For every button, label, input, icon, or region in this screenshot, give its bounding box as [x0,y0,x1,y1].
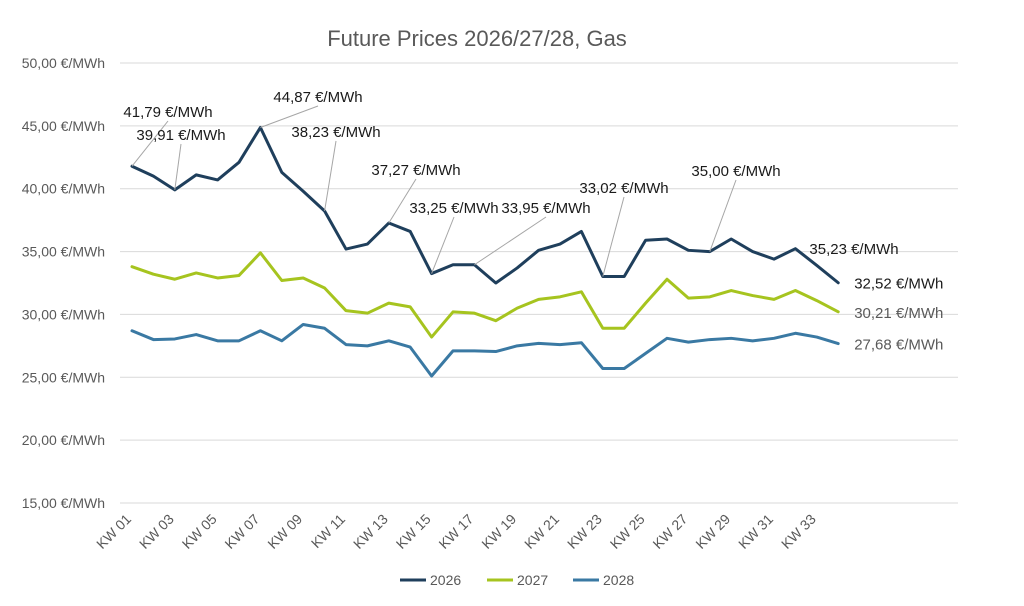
x-tick-label: KW 33 [778,511,819,552]
x-tick-label: KW 15 [393,511,434,552]
annotation-leader [602,196,625,277]
y-tick-label: 40,00 €/MWh [22,181,105,197]
data-label: 33,02 €/MWh [579,180,668,197]
annotation-leader [174,143,182,190]
annotation-leader [388,178,417,224]
x-tick-label: KW 05 [179,511,220,552]
end-label-2027: 30,21 €/MWh [854,305,943,322]
series-lines [130,125,840,378]
y-tick-label: 35,00 €/MWh [22,244,105,260]
data-label: 39,91 €/MWh [136,127,225,144]
gridlines [120,62,958,504]
x-tick-label: KW 09 [264,511,305,552]
legend: 2026 2027 2028 [400,572,634,588]
chart-title: Future Prices 2026/27/28, Gas [327,26,627,51]
x-tick-label: KW 25 [607,511,648,552]
series-line-2026 [130,125,840,285]
x-tick-label: KW 13 [350,511,391,552]
y-tick-label: 25,00 €/MWh [22,369,105,385]
data-label: 44,87 €/MWh [273,89,362,106]
x-tick-label: KW 21 [521,511,562,552]
x-tick-label: KW 31 [735,511,776,552]
x-tick-label: KW 29 [692,511,733,552]
legend-label-2028: 2028 [603,572,634,588]
annotation-leader [709,179,737,252]
y-axis-ticks: 15,00 €/MWh 20,00 €/MWh 25,00 €/MWh 30,00 €… [22,55,105,511]
data-label: 33,25 €/MWh [409,200,498,217]
y-tick-label: 50,00 €/MWh [22,55,105,71]
data-label: 37,27 €/MWh [371,162,460,179]
annotation-leader [474,216,547,266]
y-tick-label: 30,00 €/MWh [22,306,105,322]
data-label: 33,95 €/MWh [501,200,590,217]
annotation-leader [131,120,169,167]
x-tick-label: KW 01 [93,511,134,552]
data-label: 38,23 €/MWh [291,124,380,141]
x-tick-label: KW 03 [136,511,177,552]
data-label: 41,79 €/MWh [123,104,212,121]
annotation-leader [431,216,455,274]
x-tick-label: KW 23 [564,511,605,552]
x-tick-label: KW 07 [221,511,262,552]
y-tick-label: 15,00 €/MWh [22,495,105,511]
data-label: 35,23 €/MWh [809,241,898,258]
y-tick-label: 45,00 €/MWh [22,118,105,134]
series-line-2028 [130,322,840,378]
data-label: 35,00 €/MWh [691,163,780,180]
end-label-2026: 32,52 €/MWh [854,276,943,293]
legend-label-2026: 2026 [430,572,461,588]
data-annotations: 41,79 €/MWh 39,91 €/MWh 44,87 €/MWh 38,23 €… [123,89,899,277]
y-tick-label: 20,00 €/MWh [22,432,105,448]
annotation-leader [260,105,319,128]
x-tick-label: KW 17 [435,511,476,552]
x-tick-label: KW 11 [308,511,348,551]
annotation-leader [324,140,337,212]
x-tick-label: KW 19 [478,511,519,552]
x-axis-ticks: KW 01 KW 03 KW 05 KW 07 KW 09 KW 11 KW 13 KW 15… [93,511,819,552]
series-line-2027 [130,251,840,339]
end-labels: 32,52 €/MWh 30,21 €/MWh 27,68 €/MWh [854,276,943,354]
legend-label-2027: 2027 [517,572,548,588]
end-label-2028: 27,68 €/MWh [854,337,943,354]
x-tick-label: KW 27 [649,511,690,552]
